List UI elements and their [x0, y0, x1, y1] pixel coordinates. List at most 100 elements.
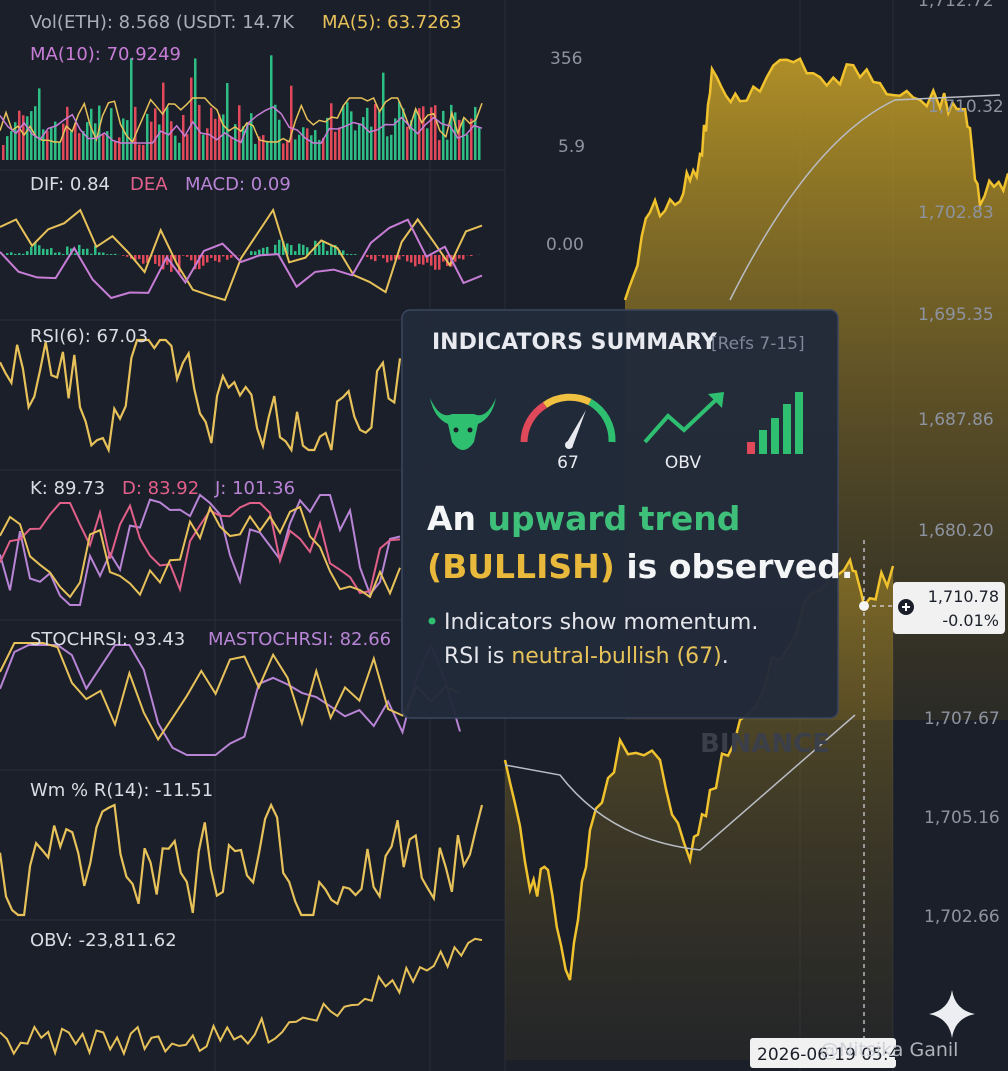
macd-bar — [98, 252, 101, 255]
volume-bar — [74, 123, 77, 160]
macd-bar — [18, 253, 21, 255]
macd-bar — [354, 254, 357, 255]
macd-bar — [442, 255, 445, 262]
bullet — [428, 617, 436, 625]
volume-bar — [154, 108, 157, 160]
indicator-line — [0, 338, 402, 454]
volume-bar — [262, 135, 265, 160]
price-tag-change: -0.01% — [942, 611, 999, 630]
macd-bar — [22, 253, 25, 255]
macd-bar — [386, 255, 389, 263]
price-tag: 1,710.78 -0.01% — [893, 582, 1005, 634]
dea-label: DEA — [130, 174, 168, 195]
volume-bar — [78, 133, 81, 160]
watermark-author: @Nitsika Ganil — [820, 1039, 958, 1061]
stochrsi-label: STOCHRSI: 93.43 — [30, 629, 185, 650]
volume-bar — [446, 139, 449, 160]
indicator-line — [0, 96, 483, 144]
volume-bar — [94, 123, 97, 160]
macd-bar — [78, 244, 81, 255]
timestamp-box — [750, 1038, 896, 1068]
volume-bar — [26, 116, 29, 160]
bullet-part: neutral-bullish (67) — [511, 644, 721, 669]
macd-bar — [134, 255, 137, 261]
macd-bar — [202, 255, 205, 266]
volume-bar — [150, 121, 153, 160]
macd-bar — [390, 255, 393, 261]
macd-bar — [38, 245, 41, 255]
sub-axis-label: 5.9 — [558, 137, 585, 157]
macd-bar — [6, 253, 9, 255]
price-label: 1,712.72 — [918, 0, 994, 11]
macd-bar — [318, 244, 321, 255]
macd-bar — [342, 250, 345, 255]
popup-box — [401, 309, 839, 719]
macd-label: MACD: 0.09 — [185, 174, 291, 195]
indicator-line — [0, 802, 484, 917]
volume-bar — [474, 106, 477, 160]
macd-bar — [346, 253, 349, 255]
headline-part: upward trend — [488, 499, 741, 538]
headline-part: An — [427, 499, 488, 538]
volume-bar — [354, 130, 357, 160]
macd-bar — [66, 246, 69, 255]
macd-bar — [286, 243, 289, 255]
price-tag-price: 1,710.78 — [928, 587, 999, 606]
macd-bar — [122, 255, 125, 256]
volume-bar — [346, 102, 349, 160]
gauge-value: 67 — [557, 453, 579, 473]
macd-bar — [26, 251, 29, 255]
volume-bar — [6, 136, 9, 160]
volume-bar — [122, 118, 125, 160]
volume-bar — [462, 119, 465, 160]
indicator-line — [0, 502, 401, 595]
volume-bar — [34, 106, 37, 160]
macd-bar — [398, 255, 401, 260]
volume-bar — [314, 130, 317, 160]
macd-bar — [422, 255, 425, 265]
macd-bar — [306, 247, 309, 255]
macd-bar — [382, 255, 385, 259]
bars-icon — [747, 392, 803, 454]
volume-bar — [242, 126, 245, 160]
macd-bar — [182, 255, 185, 256]
macd-bar — [262, 247, 265, 255]
macd-bar — [58, 252, 61, 255]
volume-bar — [426, 128, 429, 160]
macd-bar — [378, 255, 381, 256]
sparkle-button[interactable] — [929, 990, 975, 1038]
add-icon — [902, 603, 910, 611]
volume-bar — [358, 124, 361, 160]
volume-bar — [294, 139, 297, 160]
volume-bar — [170, 121, 173, 160]
sub-axis-label: 356 — [550, 49, 582, 69]
volume-bar — [86, 122, 89, 160]
macd-bar — [146, 255, 149, 263]
macd-bar — [54, 252, 57, 255]
macd-bar — [218, 255, 221, 263]
price-label: 1,680.20 — [918, 521, 994, 541]
macd-bar — [90, 253, 93, 255]
volume-bar — [42, 129, 45, 160]
volume-bar — [342, 106, 345, 160]
macd-bar — [350, 254, 353, 255]
volume-bar — [410, 120, 413, 160]
volume-bar — [178, 142, 181, 160]
macd-bar — [190, 255, 193, 261]
macd-bar — [230, 255, 233, 258]
volume-bar — [418, 108, 421, 160]
macd-bar — [454, 255, 457, 262]
volume-bar — [134, 106, 137, 160]
macd-bar — [322, 240, 325, 255]
headline-part: is observed. — [615, 547, 854, 586]
volume-bar — [394, 118, 397, 160]
volume-bar — [442, 110, 445, 160]
macd-bar — [254, 251, 257, 255]
macd-bar — [62, 254, 65, 255]
volume-bar — [118, 137, 121, 160]
macd-bar — [290, 245, 293, 255]
volume-bar — [430, 107, 433, 160]
macd-bar — [370, 255, 373, 260]
macd-bar — [46, 249, 49, 255]
